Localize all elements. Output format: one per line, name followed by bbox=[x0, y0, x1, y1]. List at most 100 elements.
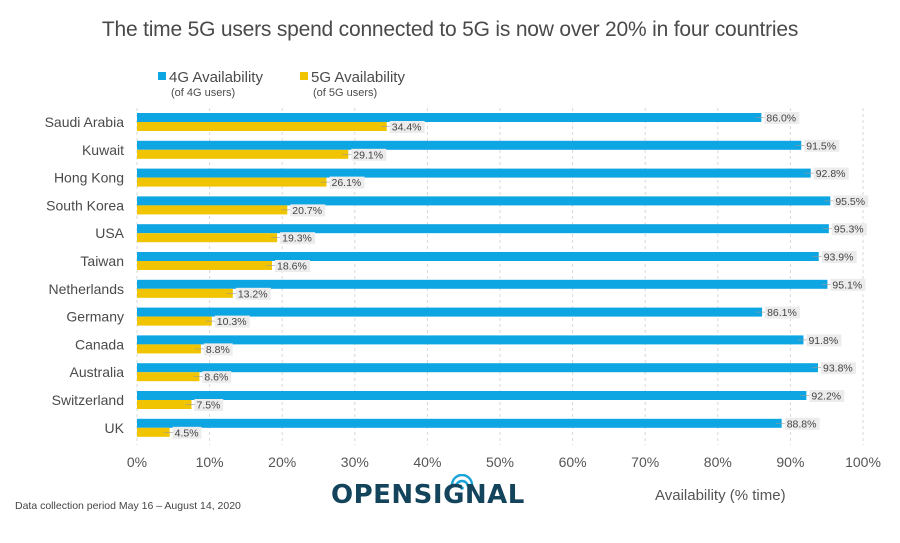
category-label: Canada bbox=[75, 336, 124, 352]
chart-title: The time 5G users spend connected to 5G … bbox=[101, 18, 799, 41]
bar-5g bbox=[137, 372, 200, 382]
x-tick-label: 50% bbox=[486, 454, 514, 470]
legend-swatch-4g bbox=[158, 72, 166, 81]
bar-4g bbox=[137, 418, 782, 428]
bar-5g bbox=[137, 344, 201, 354]
value-label-bg bbox=[806, 334, 842, 347]
value-label-5g: 8.8% bbox=[206, 344, 230, 356]
bar-4g bbox=[137, 279, 828, 289]
bar-5g bbox=[137, 205, 288, 215]
legend-label-4g: 4G Availability bbox=[169, 69, 263, 86]
value-label-5g: 34.4% bbox=[392, 122, 422, 134]
x-tick-label: 90% bbox=[776, 454, 804, 470]
value-label-bg bbox=[765, 306, 801, 319]
value-label-bg bbox=[214, 315, 250, 328]
value-label-bg bbox=[172, 426, 202, 439]
bar-4g bbox=[137, 113, 762, 122]
value-label-bg bbox=[203, 343, 233, 356]
value-label-bg bbox=[833, 195, 869, 208]
bar-4g bbox=[137, 196, 831, 206]
bars: 86.0% 34.4% 91.5% 29.1% 92.8% 26.1% 95.5% 20.7%… bbox=[137, 112, 869, 439]
x-tick-label: 70% bbox=[631, 454, 659, 470]
x-tick-label: 40% bbox=[413, 454, 441, 470]
value-label-4g: 86.0% bbox=[766, 113, 796, 125]
category-label: USA bbox=[95, 225, 124, 241]
legend-item-4g: 4G Availability (of 4G users) bbox=[158, 69, 263, 99]
bar-4g bbox=[137, 335, 804, 345]
opensignal-logo: OPENSIGNAL bbox=[331, 474, 531, 514]
category-labels: Saudi Arabia Kuwait Hong Kong South Korea US… bbox=[45, 114, 125, 436]
value-label-bg bbox=[280, 232, 316, 245]
value-label-5g: 8.6% bbox=[204, 372, 228, 384]
bar-5g bbox=[137, 427, 170, 437]
bar-5g bbox=[137, 233, 278, 243]
value-label-bg bbox=[831, 223, 867, 236]
category-label: UK bbox=[105, 420, 125, 436]
value-label-4g: 92.2% bbox=[811, 391, 841, 403]
wifi-signal-icon bbox=[450, 474, 474, 490]
value-label-bg bbox=[821, 251, 857, 263]
value-label-bg bbox=[784, 417, 820, 430]
category-label: Saudi Arabia bbox=[45, 114, 125, 130]
x-tick-label: 10% bbox=[196, 454, 224, 470]
value-label-bg bbox=[275, 260, 311, 272]
value-label-bg bbox=[389, 121, 425, 133]
value-label-4g: 91.5% bbox=[806, 140, 836, 152]
gridlines bbox=[136, 108, 864, 445]
bar-5g bbox=[137, 288, 233, 298]
value-label-4g: 88.8% bbox=[787, 418, 817, 430]
bar-5g bbox=[137, 400, 192, 409]
category-label: South Korea bbox=[46, 197, 124, 213]
legend-label-5g: 5G Availability bbox=[311, 69, 405, 86]
category-label: Hong Kong bbox=[54, 170, 124, 186]
value-label-bg bbox=[809, 390, 845, 402]
category-label: Kuwait bbox=[82, 142, 124, 158]
x-tick-label: 20% bbox=[268, 454, 296, 470]
bar-4g bbox=[137, 391, 807, 400]
bar-4g bbox=[137, 363, 818, 373]
value-label-5g: 13.2% bbox=[238, 288, 268, 300]
value-label-5g: 7.5% bbox=[196, 400, 220, 412]
value-label-4g: 92.8% bbox=[816, 168, 846, 180]
bar-5g bbox=[137, 261, 273, 270]
value-label-bg bbox=[804, 139, 840, 152]
value-label-bg bbox=[764, 112, 800, 124]
value-label-bg bbox=[194, 399, 224, 411]
bar-4g bbox=[137, 252, 819, 261]
value-label-4g: 95.1% bbox=[832, 279, 862, 291]
x-tick-label: 60% bbox=[559, 454, 587, 470]
bar-4g bbox=[137, 224, 829, 234]
legend-sublabel-5g: (of 5G users) bbox=[313, 87, 378, 99]
bar-5g bbox=[137, 149, 349, 159]
value-label-bg bbox=[813, 167, 849, 180]
category-label: Australia bbox=[70, 364, 125, 380]
value-label-4g: 86.1% bbox=[767, 307, 797, 319]
logo-text: OPENSIGNAL bbox=[331, 480, 525, 510]
value-label-5g: 26.1% bbox=[331, 177, 361, 189]
value-label-bg bbox=[290, 204, 326, 217]
value-label-5g: 20.7% bbox=[292, 205, 322, 217]
category-label: Germany bbox=[66, 309, 124, 325]
legend-sublabel-4g: (of 4G users) bbox=[171, 87, 236, 99]
bar-5g bbox=[137, 177, 327, 187]
x-axis-label: Availability (% time) bbox=[655, 487, 786, 504]
value-label-bg bbox=[351, 148, 387, 161]
category-label: Netherlands bbox=[49, 281, 125, 297]
category-label: Switzerland bbox=[52, 392, 124, 408]
value-label-5g: 4.5% bbox=[175, 427, 199, 439]
value-label-4g: 91.8% bbox=[808, 335, 838, 347]
x-tick-label: 100% bbox=[845, 454, 881, 470]
value-label-4g: 93.8% bbox=[823, 363, 853, 375]
value-label-bg bbox=[329, 176, 365, 189]
value-label-5g: 10.3% bbox=[217, 316, 247, 328]
value-label-4g: 95.5% bbox=[835, 196, 865, 208]
x-tick-labels: 0% 10% 20% 30% 40% 50% 60% 70% 80% 90% 100% bbox=[127, 454, 881, 470]
value-label-bg bbox=[235, 287, 271, 300]
value-label-5g: 18.6% bbox=[277, 261, 307, 273]
bar-4g bbox=[137, 140, 802, 150]
legend-swatch-5g bbox=[300, 72, 308, 81]
value-label-4g: 93.9% bbox=[824, 252, 854, 264]
bar-4g bbox=[137, 168, 811, 178]
legend-item-5g: 5G Availability (of 5G users) bbox=[300, 69, 405, 99]
